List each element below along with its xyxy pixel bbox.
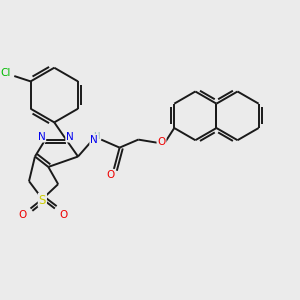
Text: O: O <box>158 137 166 147</box>
Text: Cl: Cl <box>1 68 11 78</box>
Text: O: O <box>59 210 67 220</box>
Text: N: N <box>66 132 74 142</box>
Text: H: H <box>94 132 100 141</box>
Text: N: N <box>90 135 98 145</box>
Text: O: O <box>18 210 26 220</box>
Text: O: O <box>106 170 114 180</box>
Text: S: S <box>39 194 46 207</box>
Text: N: N <box>38 132 45 142</box>
